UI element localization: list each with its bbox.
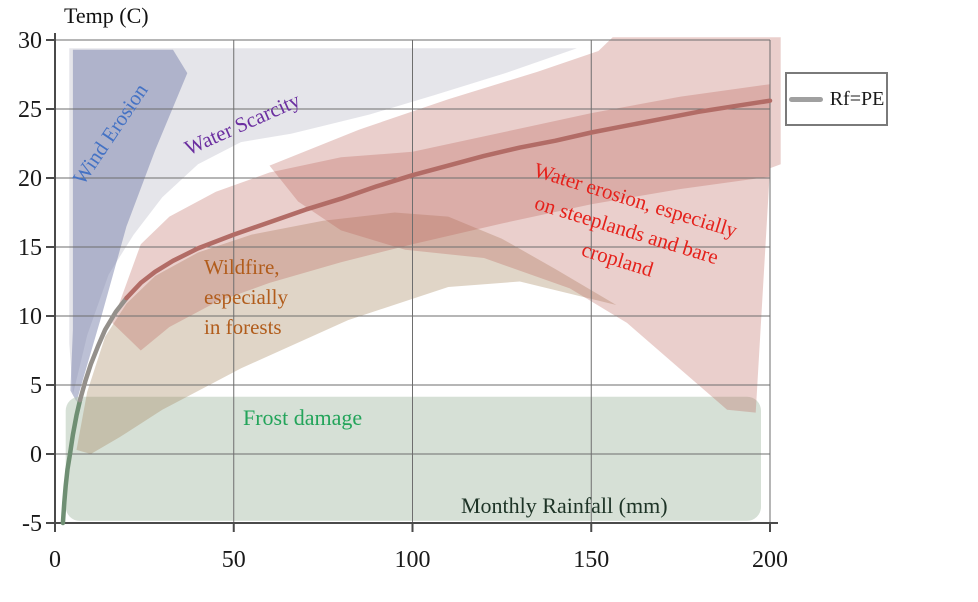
y-tick-label-5: 5 bbox=[30, 373, 42, 399]
x-tick-label-100: 100 bbox=[395, 547, 431, 573]
x-tick-label-200: 200 bbox=[752, 547, 788, 573]
legend-line-swatch bbox=[788, 96, 823, 102]
y-tick-label-0: 0 bbox=[30, 442, 42, 468]
region-water-scarcity bbox=[69, 48, 577, 395]
y-tick-label-20: 20 bbox=[18, 166, 42, 192]
region-water-erosion-main bbox=[269, 37, 781, 413]
x-tick-label-150: 150 bbox=[573, 547, 609, 573]
region-wind-erosion bbox=[70, 49, 188, 402]
y-tick-label-30: 30 bbox=[18, 28, 42, 54]
rfpe-curve-segment-0 bbox=[60, 397, 83, 526]
region-water-erosion-band bbox=[112, 84, 770, 351]
y-tick-label-25: 25 bbox=[18, 97, 42, 123]
x-tick-label-50: 50 bbox=[222, 547, 246, 573]
legend-label: Rf=PE bbox=[829, 87, 885, 110]
x-tick-label-0: 0 bbox=[49, 547, 61, 573]
y-tick-label-15: 15 bbox=[18, 235, 42, 261]
y-tick-label-10: 10 bbox=[18, 304, 42, 330]
region-wildfire bbox=[76, 212, 617, 454]
rfpe-curve-segment-1 bbox=[77, 295, 129, 403]
legend: Rf=PE bbox=[785, 72, 888, 126]
rfpe-curve-segment-2 bbox=[124, 98, 773, 301]
y-tick-label--5: -5 bbox=[22, 511, 42, 537]
region-frost-damage bbox=[65, 396, 761, 521]
